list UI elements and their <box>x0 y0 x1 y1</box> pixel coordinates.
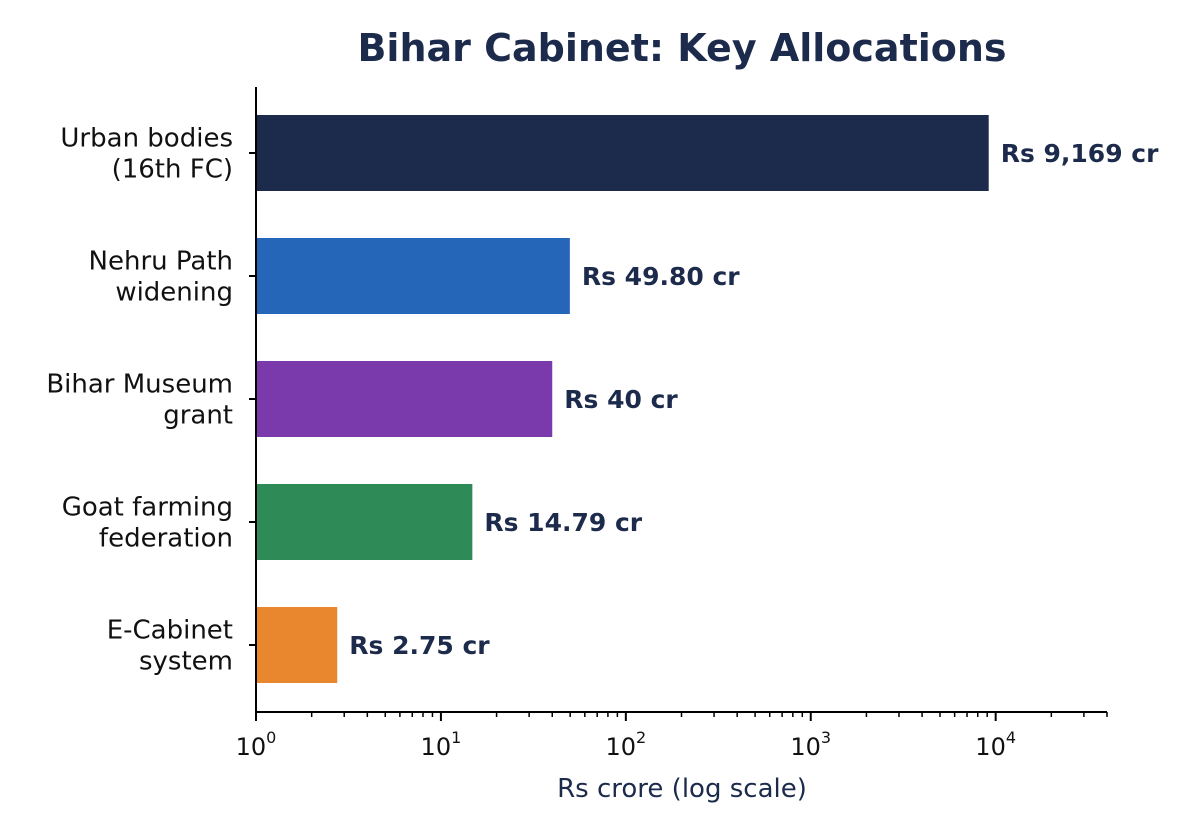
x-tick-label: 103 <box>790 728 831 761</box>
chart-title: Bihar Cabinet: Key Allocations <box>357 26 1006 70</box>
bars-layer: Rs 9,169 cr Rs 49.80 cr Rs 40 cr Rs 14.79 c… <box>256 115 1159 683</box>
bar <box>256 238 570 314</box>
bar <box>256 607 338 683</box>
category-label: E-Cabinet system <box>107 616 233 677</box>
x-axis-title: Rs crore (log scale) <box>557 774 807 804</box>
category-label: Urban bodies (16th FC) <box>60 124 233 185</box>
bar <box>256 361 553 437</box>
bar-value-label: Rs 14.79 cr <box>484 508 642 537</box>
category-label: Nehru Path widening <box>89 247 233 308</box>
x-tick-label: 104 <box>975 728 1016 761</box>
bar <box>256 115 989 191</box>
x-tick-label: 101 <box>421 728 462 761</box>
bar <box>256 484 473 560</box>
axes-layer: Urban bodies (16th FC) Nehru Path widening B… <box>46 87 1108 761</box>
bar-value-label: Rs 2.75 cr <box>349 631 490 660</box>
x-tick-label: 100 <box>236 728 277 761</box>
category-label: Goat farming federation <box>62 493 233 554</box>
category-label: Bihar Museum grant <box>46 370 233 431</box>
bar-value-label: Rs 9,169 cr <box>1001 139 1159 168</box>
x-tick-label: 102 <box>605 728 646 761</box>
bar-value-label: Rs 40 cr <box>564 385 678 414</box>
bar-value-label: Rs 49.80 cr <box>582 262 740 291</box>
